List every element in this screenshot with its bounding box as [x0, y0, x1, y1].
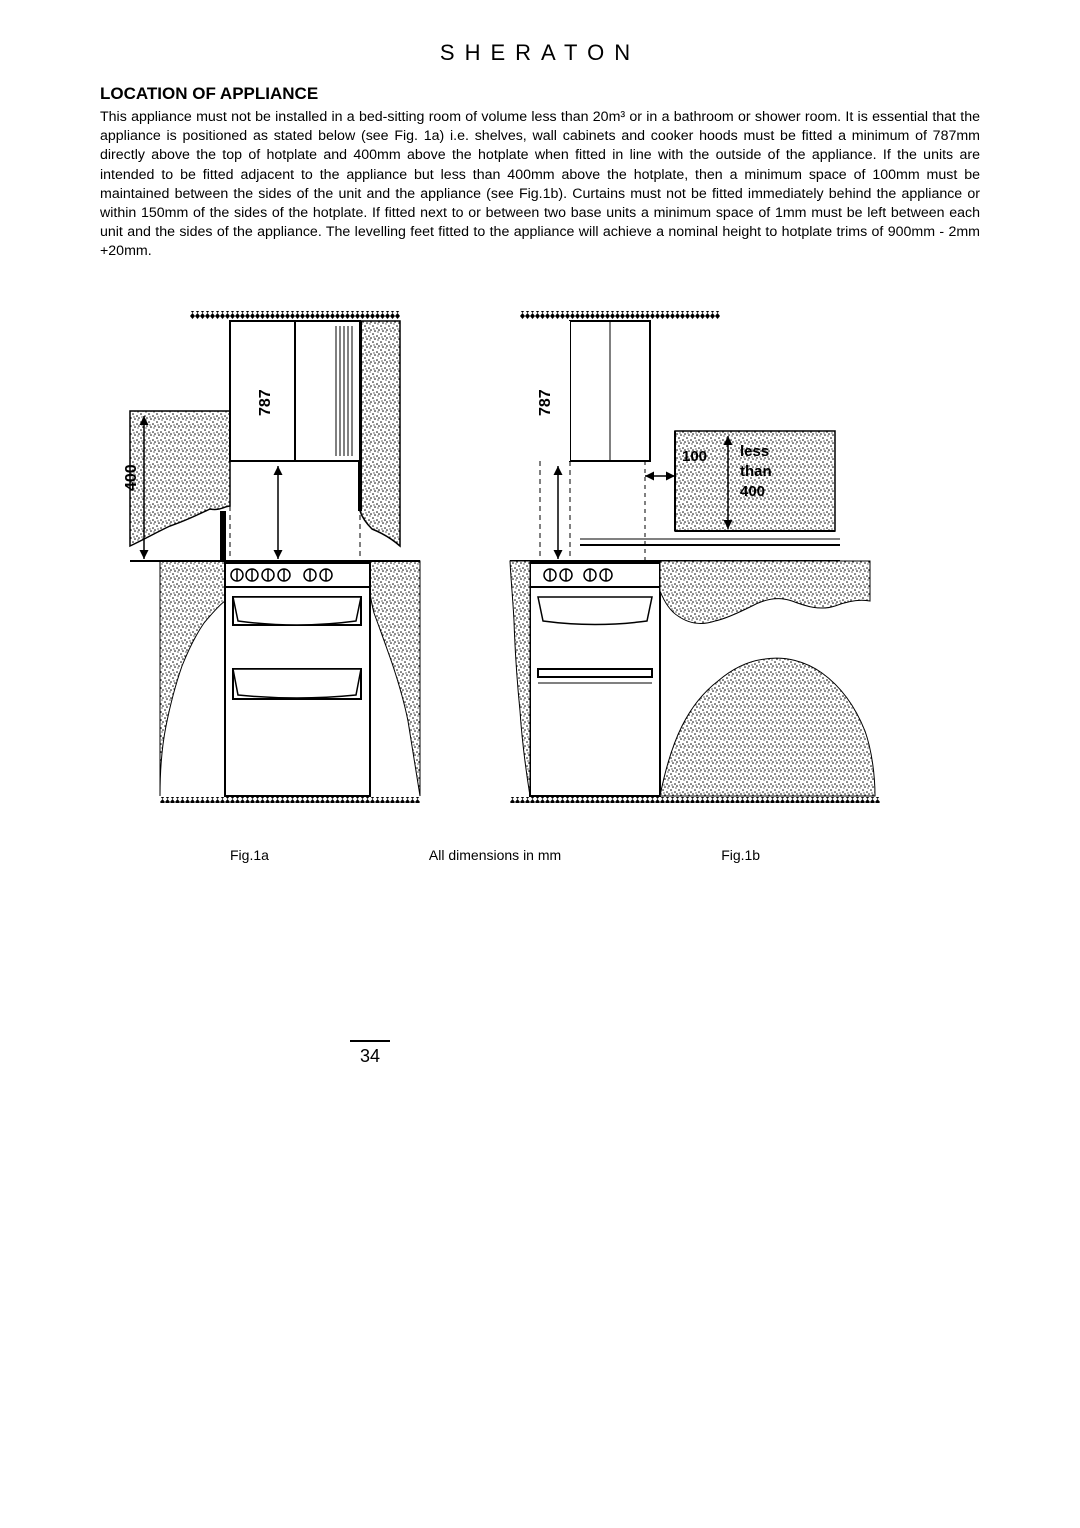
brand-title: SHERATON — [100, 40, 980, 66]
label-less: less — [740, 443, 769, 460]
caption-middle: All dimensions in mm — [429, 847, 561, 863]
caption-fig1a: Fig.1a — [230, 847, 269, 863]
section-heading: LOCATION OF APPLIANCE — [100, 84, 980, 104]
label-than: than — [740, 463, 772, 480]
figure-captions: Fig.1a All dimensions in mm Fig.1b — [100, 847, 980, 863]
page-number: 34 — [350, 1040, 390, 1067]
figures-container: 787 400 — [100, 301, 980, 861]
dim-400-a: 400 — [123, 465, 140, 492]
page-number-wrap: 34 — [0, 1040, 1080, 1067]
dim-787-a: 787 — [257, 390, 274, 417]
installation-diagram: 787 400 — [100, 301, 980, 841]
caption-fig1b: Fig.1b — [721, 847, 760, 863]
body-paragraph: This appliance must not be installed in … — [100, 108, 980, 261]
label-400b: 400 — [740, 483, 765, 500]
dim-100: 100 — [682, 448, 707, 465]
dim-787-b: 787 — [537, 390, 554, 417]
